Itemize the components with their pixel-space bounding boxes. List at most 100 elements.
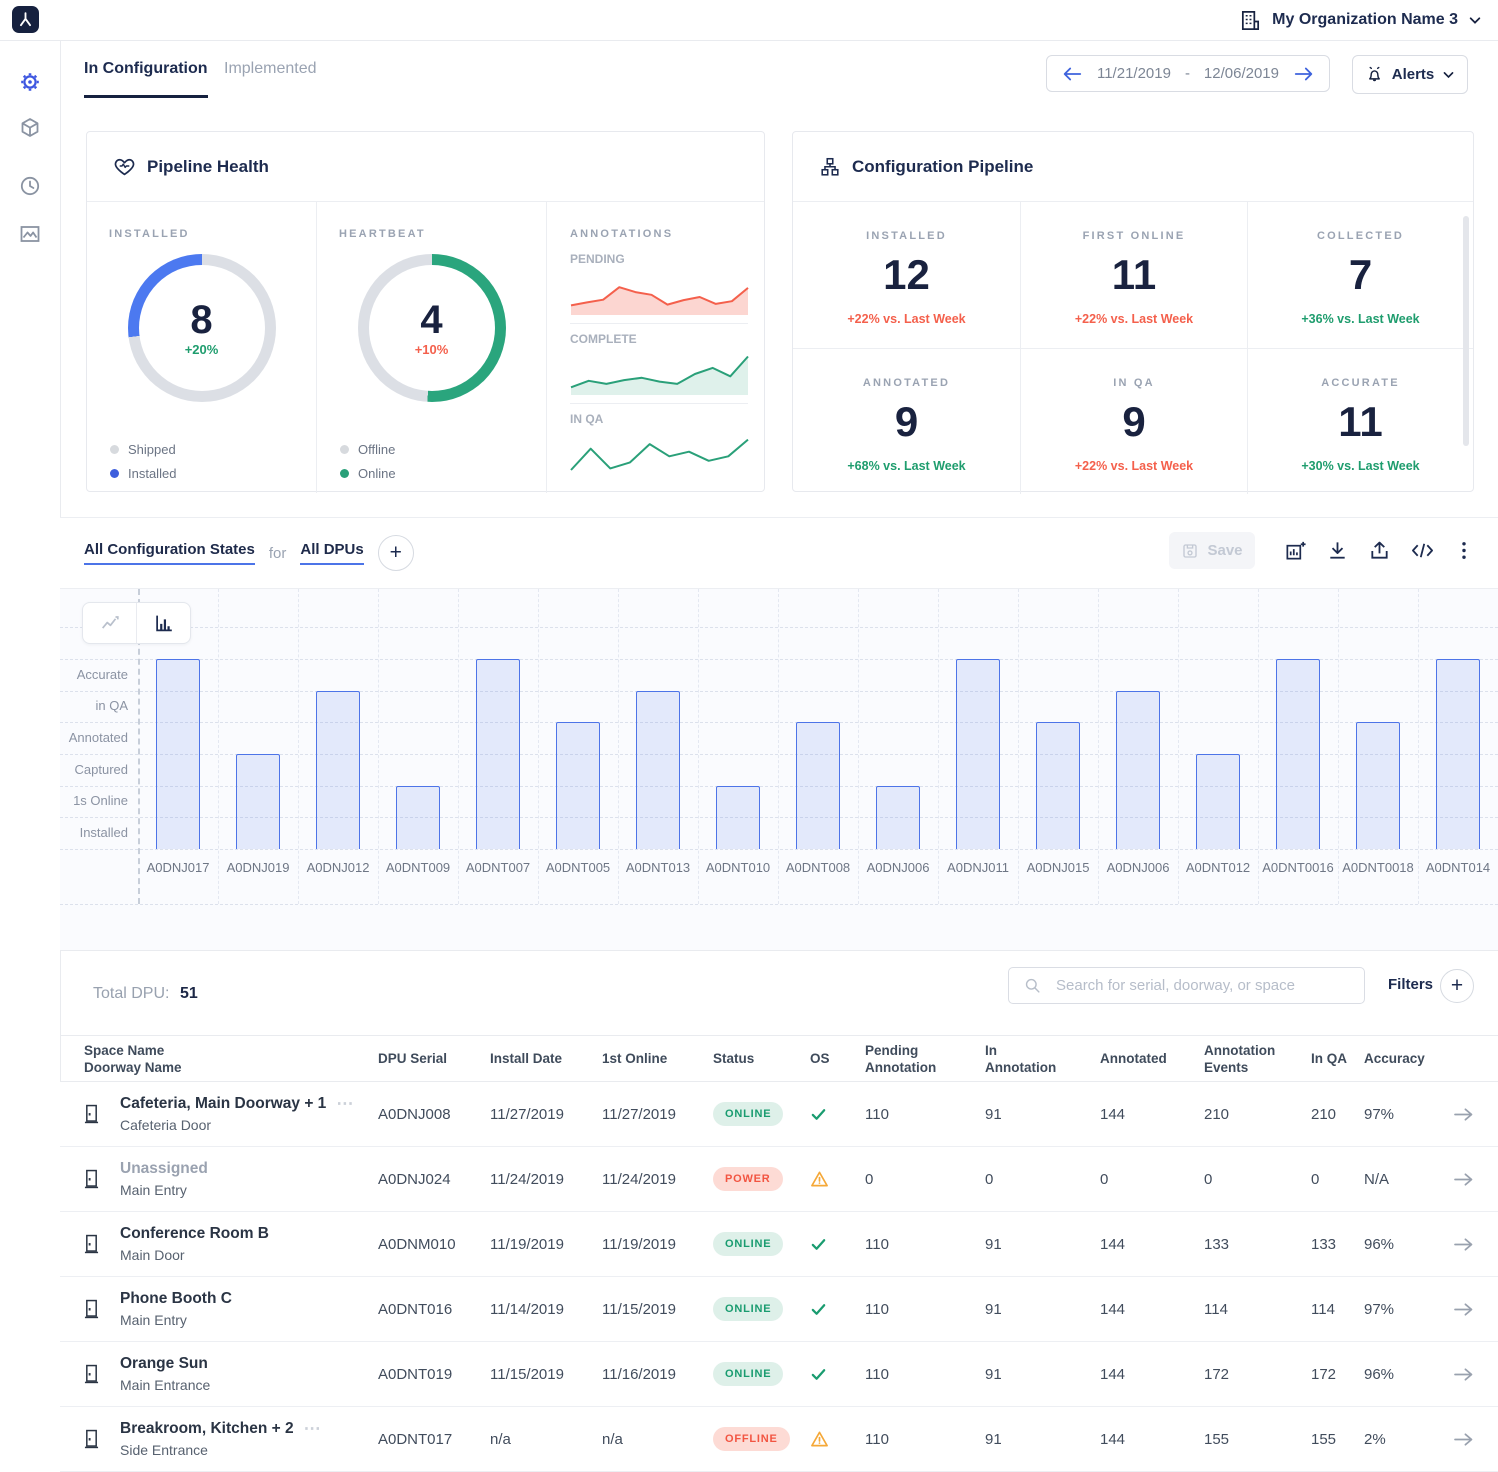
- os-cell: [810, 1106, 865, 1123]
- first-online-date: n/a: [602, 1430, 623, 1448]
- space-name: Phone Booth C: [120, 1290, 232, 1307]
- bar-chart-toggle-button[interactable]: [136, 603, 190, 643]
- os-ok-check-icon: [811, 1303, 826, 1315]
- date-separator: -: [1184, 65, 1190, 82]
- card-scrollbar[interactable]: [1463, 216, 1469, 446]
- in-annotation-value[interactable]: 91: [985, 1300, 1002, 1318]
- date-end[interactable]: 12/06/2019: [1203, 65, 1279, 82]
- pending-annotation-value: 110: [865, 1430, 889, 1448]
- table-row[interactable]: Phone Booth C Main Entry A0DNT016 11/14/…: [60, 1277, 1498, 1342]
- add-chart-icon[interactable]: [1284, 539, 1307, 562]
- row-detail-arrow[interactable]: [1440, 1106, 1474, 1123]
- pipeline-metric: FIRST ONLINE 11 +22% vs. Last Week: [1020, 202, 1247, 348]
- metric-delta: +68% vs. Last Week: [847, 459, 966, 473]
- pipeline-health-header: Pipeline Health: [87, 132, 764, 202]
- search-input[interactable]: [1054, 976, 1350, 995]
- clock-icon: [20, 176, 40, 196]
- heartbeat-legend: Offline Online: [340, 442, 396, 481]
- row-detail-arrow[interactable]: [1440, 1171, 1474, 1188]
- table-row[interactable]: Orange Sun Main Entrance A0DNT019 11/15/…: [60, 1342, 1498, 1407]
- add-filter-circle-button[interactable]: +: [1440, 969, 1474, 1003]
- door-icon: [84, 1364, 120, 1384]
- tab-in-configuration[interactable]: In Configuration: [84, 60, 208, 98]
- doorway-name: Side Entrance: [120, 1442, 208, 1458]
- accuracy-value: 97%: [1364, 1300, 1395, 1318]
- in-annotation-value[interactable]: 91: [985, 1365, 1002, 1383]
- line-chart-toggle-button[interactable]: [83, 603, 136, 643]
- row-detail-arrow[interactable]: [1440, 1431, 1474, 1448]
- more-options-icon[interactable]: ⋯: [336, 1094, 355, 1113]
- col-annotated: Annotated: [1100, 1051, 1167, 1066]
- sidebar-item-media[interactable]: [18, 222, 42, 246]
- chart-section: All Configuration States for All DPUs + …: [60, 517, 1498, 951]
- legend-item: Shipped: [110, 442, 176, 457]
- bar-A0DNJ006: [876, 785, 920, 849]
- filter-dpus[interactable]: All DPUs: [300, 541, 364, 565]
- next-range-arrow-icon[interactable]: [1293, 65, 1315, 83]
- accuracy-value: 97%: [1364, 1105, 1395, 1123]
- table-row[interactable]: Breakroom, Kitchen + 2 ⋯ Side Entrance A…: [60, 1407, 1498, 1472]
- org-switcher[interactable]: My Organization Name 3: [1239, 0, 1482, 40]
- kebab-menu-icon[interactable]: [1454, 539, 1474, 562]
- doorway-name: Main Entry: [120, 1312, 187, 1328]
- sidebar-item-history[interactable]: [18, 174, 42, 198]
- status-cell: ONLINE: [713, 1102, 810, 1126]
- x-axis-label: A0DNT014: [1425, 860, 1491, 875]
- sidebar-item-devices[interactable]: [18, 116, 42, 140]
- bar-A0DNT008: [796, 722, 840, 849]
- annotation-events-value: 155: [1204, 1430, 1230, 1448]
- in-annotation-value[interactable]: 91: [985, 1430, 1002, 1448]
- more-options-icon[interactable]: ⋯: [303, 1419, 322, 1438]
- installed-value: 8: [190, 297, 213, 342]
- installed-legend: Shipped Installed: [110, 442, 176, 481]
- dpu-serial: A0DNM010: [378, 1235, 456, 1253]
- in-annotation-value[interactable]: 91: [985, 1235, 1002, 1253]
- tab-implemented[interactable]: Implemented: [224, 60, 317, 77]
- annotated-value: 0: [1100, 1170, 1109, 1188]
- in-qa-value: 114: [1311, 1300, 1335, 1318]
- in-qa-value: 155: [1311, 1430, 1337, 1448]
- os-warning-icon: [811, 1171, 828, 1187]
- table-row[interactable]: Conference Room B Main Door A0DNM010 11/…: [60, 1212, 1498, 1277]
- status-badge: OFFLINE: [713, 1427, 790, 1451]
- save-button[interactable]: Save: [1169, 532, 1255, 569]
- pending-annotation-value: 0: [865, 1170, 874, 1188]
- total-dpu-label: Total DPU:: [93, 985, 170, 1002]
- in-qa-value: 172: [1311, 1365, 1337, 1383]
- y-axis-label: Accurate: [76, 666, 128, 682]
- in-annotation-value[interactable]: 91: [985, 1105, 1002, 1123]
- filter-configuration-states[interactable]: All Configuration States: [84, 541, 255, 565]
- space-name: Orange Sun: [120, 1355, 208, 1372]
- date-range-picker[interactable]: 11/21/2019 - 12/06/2019: [1046, 55, 1330, 92]
- cube-icon: [21, 118, 39, 137]
- app-logo[interactable]: [12, 6, 39, 33]
- space-cell: Conference Room B Main Door: [120, 1225, 378, 1263]
- add-filter-button[interactable]: +: [377, 535, 414, 571]
- code-icon[interactable]: [1410, 539, 1435, 562]
- sidebar-item-settings[interactable]: [18, 70, 42, 94]
- prev-range-arrow-icon[interactable]: [1061, 65, 1083, 83]
- in-annotation-value[interactable]: 0: [985, 1170, 994, 1188]
- row-detail-arrow[interactable]: [1440, 1301, 1474, 1318]
- os-cell: [810, 1301, 865, 1318]
- download-icon[interactable]: [1326, 539, 1349, 562]
- table-row[interactable]: Unassigned Main Entry A0DNJ024 11/24/201…: [60, 1147, 1498, 1212]
- legend-label: Installed: [128, 466, 177, 481]
- date-start[interactable]: 11/21/2019: [1096, 65, 1171, 82]
- installed-donut: 8 +20%: [127, 254, 276, 402]
- upload-icon[interactable]: [1368, 539, 1391, 562]
- y-axis-label: 1s Online: [73, 793, 128, 809]
- alerts-button[interactable]: Alerts: [1352, 55, 1468, 94]
- bar-A0DNJ006: [1116, 690, 1160, 849]
- status-cell: ONLINE: [713, 1232, 810, 1256]
- x-axis-label: A0DNT005: [545, 860, 611, 875]
- pipeline-metric: INSTALLED 12 +22% vs. Last Week: [793, 202, 1020, 348]
- pending-annotation-value: 110: [865, 1365, 889, 1383]
- pending-spark-label: PENDING: [570, 252, 625, 266]
- row-detail-arrow[interactable]: [1440, 1366, 1474, 1383]
- row-detail-arrow[interactable]: [1440, 1236, 1474, 1253]
- top-bar: My Organization Name 3: [0, 0, 1498, 41]
- filters-label[interactable]: Filters: [1388, 976, 1434, 993]
- table-row[interactable]: Cafeteria, Main Doorway + 1 ⋯ Cafeteria …: [60, 1082, 1498, 1147]
- annotation-events-value: 172: [1204, 1365, 1230, 1383]
